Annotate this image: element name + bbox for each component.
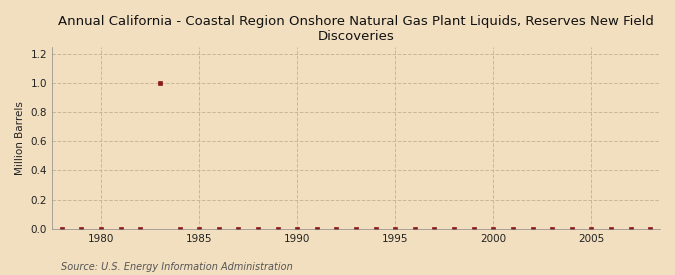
Text: Source: U.S. Energy Information Administration: Source: U.S. Energy Information Administ… [61,262,292,271]
Y-axis label: Million Barrels: Million Barrels [15,101,25,175]
Title: Annual California - Coastal Region Onshore Natural Gas Plant Liquids, Reserves N: Annual California - Coastal Region Onsho… [58,15,654,43]
